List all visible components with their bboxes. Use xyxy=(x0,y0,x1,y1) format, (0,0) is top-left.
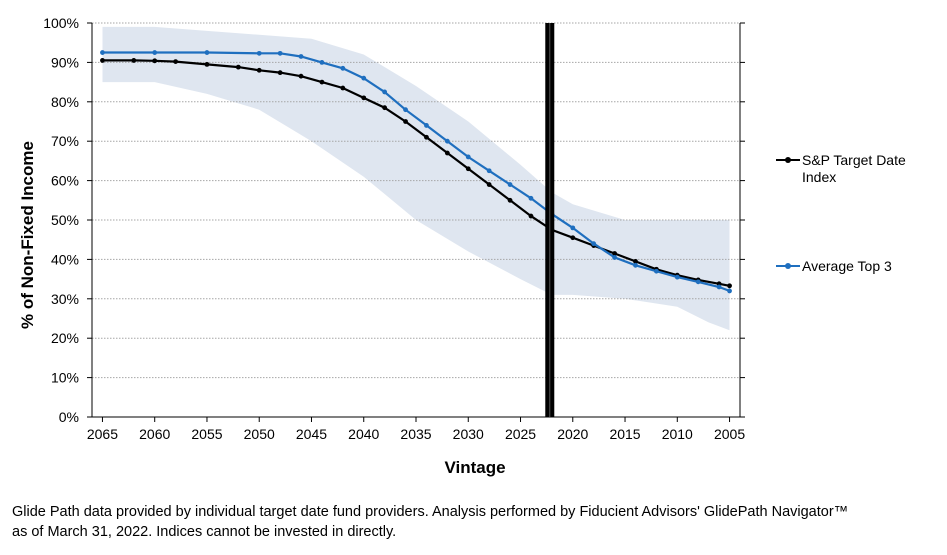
data-point-sp-target-date-index xyxy=(152,58,158,64)
x-tick-label: 2060 xyxy=(139,426,170,442)
y-tick-label: 70% xyxy=(51,133,79,149)
data-point-average-top-3 xyxy=(695,279,701,285)
data-point-sp-target-date-index xyxy=(486,182,492,187)
data-point-average-top-3 xyxy=(298,54,304,59)
data-point-sp-target-date-index xyxy=(131,58,137,63)
data-point-sp-target-date-index xyxy=(319,79,325,85)
data-point-average-top-3 xyxy=(152,50,158,55)
legend-label-average-top-3: Average Top 3 xyxy=(802,258,892,274)
x-tick-label: 2010 xyxy=(662,426,693,442)
data-point-average-top-3 xyxy=(465,154,471,160)
data-point-average-top-3 xyxy=(382,89,388,95)
y-tick-label: 20% xyxy=(51,330,79,346)
data-point-average-top-3 xyxy=(277,50,283,56)
legend-label-sp-target-date-line2: Index xyxy=(802,169,836,185)
x-tick-label: 2040 xyxy=(348,426,379,442)
data-point-average-top-3 xyxy=(528,195,534,201)
axes xyxy=(87,22,745,422)
y-tick-label: 50% xyxy=(51,212,79,228)
footnote-line-2: as of March 31, 2022. Indices cannot be … xyxy=(12,524,397,540)
range-band-layer xyxy=(102,26,730,331)
x-tick-label: 2055 xyxy=(191,426,222,442)
data-point-sp-target-date-index xyxy=(235,64,241,70)
data-point-sp-target-date-index xyxy=(277,70,283,76)
data-point-average-top-3 xyxy=(486,168,492,174)
y-tick-label: 60% xyxy=(51,173,79,189)
data-point-average-top-3 xyxy=(444,138,450,144)
x-tick-label: 2005 xyxy=(714,426,745,442)
series-average-top-3 xyxy=(100,50,732,294)
data-point-average-top-3 xyxy=(403,107,408,113)
y-tick-label: 40% xyxy=(51,251,79,267)
data-point-average-top-3 xyxy=(340,65,346,71)
glide-path-chart: 0% 10% 20% 30% 40% 50% 60% 70% 80% 90% 100% 2065 206… xyxy=(18,15,906,477)
x-tick-label: 2065 xyxy=(87,426,118,442)
data-point-sp-target-date-index xyxy=(633,258,638,264)
y-axis-title: % of Non-Fixed Income xyxy=(18,141,37,329)
data-point-average-top-3 xyxy=(507,182,513,187)
data-point-average-top-3 xyxy=(591,241,597,247)
gridlines xyxy=(92,22,740,379)
range-band xyxy=(102,26,730,331)
data-point-sp-target-date-index xyxy=(204,61,210,67)
data-point-average-top-3 xyxy=(424,123,429,128)
x-tick-label: 2035 xyxy=(400,426,431,442)
series-layer xyxy=(100,50,732,294)
data-point-average-top-3 xyxy=(204,50,210,55)
x-tick-label: 2015 xyxy=(609,426,640,442)
x-tick-label: 2050 xyxy=(244,426,275,442)
data-point-sp-target-date-index xyxy=(727,283,732,289)
legend-label-sp-target-date-line1: S&P Target Date xyxy=(802,152,906,168)
y-tick-label: 10% xyxy=(51,370,79,386)
data-point-sp-target-date-index xyxy=(507,197,513,203)
tick-labels: 0% 10% 20% 30% 40% 50% 60% 70% 80% 90% 100% 2065 206… xyxy=(43,15,745,442)
y-tick-label: 80% xyxy=(51,94,79,110)
legend-item-average-top-3: Average Top 3 xyxy=(776,258,892,274)
y-tick-label: 100% xyxy=(43,15,79,31)
data-point-average-top-3 xyxy=(633,262,638,268)
data-point-average-top-3 xyxy=(674,274,680,280)
footnote-line-1: Glide Path data provided by individual t… xyxy=(12,504,849,520)
data-point-sp-target-date-index xyxy=(340,85,346,91)
legend-item-sp-target-date: S&P Target Date Index xyxy=(776,152,906,185)
data-point-sp-target-date-index xyxy=(570,235,576,241)
data-point-sp-target-date-index xyxy=(100,58,105,63)
data-point-sp-target-date-index xyxy=(361,95,367,101)
data-point-average-top-3 xyxy=(256,50,262,56)
data-point-sp-target-date-index xyxy=(612,251,617,256)
data-point-average-top-3 xyxy=(612,255,617,260)
x-tick-label: 2030 xyxy=(453,426,484,442)
y-tick-label: 0% xyxy=(59,409,79,425)
x-tick-label: 2045 xyxy=(296,426,327,442)
legend-marker xyxy=(785,263,791,269)
data-point-sp-target-date-index xyxy=(528,213,534,219)
data-point-average-top-3 xyxy=(361,75,367,81)
data-point-average-top-3 xyxy=(727,288,732,294)
footnote: Glide Path data provided by individual t… xyxy=(12,502,942,542)
y-tick-label: 30% xyxy=(51,291,79,307)
x-axis-title: Vintage xyxy=(444,458,505,477)
data-point-sp-target-date-index xyxy=(465,166,471,172)
series-line-sp-target-date-index xyxy=(102,59,730,287)
vertical-marker-layer xyxy=(545,23,555,417)
data-point-average-top-3 xyxy=(319,60,325,65)
data-point-average-top-3 xyxy=(100,50,105,55)
data-point-average-top-3 xyxy=(653,268,659,274)
x-tick-label: 2020 xyxy=(557,426,588,442)
x-tick-label: 2025 xyxy=(505,426,536,442)
data-point-average-top-3 xyxy=(716,284,722,290)
data-point-sp-target-date-index xyxy=(444,150,450,156)
data-point-sp-target-date-index xyxy=(382,105,388,111)
data-point-sp-target-date-index xyxy=(403,119,408,124)
data-point-sp-target-date-index xyxy=(424,134,429,140)
legend: S&P Target Date Index Average Top 3 xyxy=(776,152,906,274)
data-point-sp-target-date-index xyxy=(256,67,262,73)
data-point-sp-target-date-index xyxy=(173,59,179,65)
data-point-average-top-3 xyxy=(570,225,576,231)
y-tick-label: 90% xyxy=(51,54,79,70)
data-point-sp-target-date-index xyxy=(298,73,304,79)
legend-marker xyxy=(785,157,791,163)
